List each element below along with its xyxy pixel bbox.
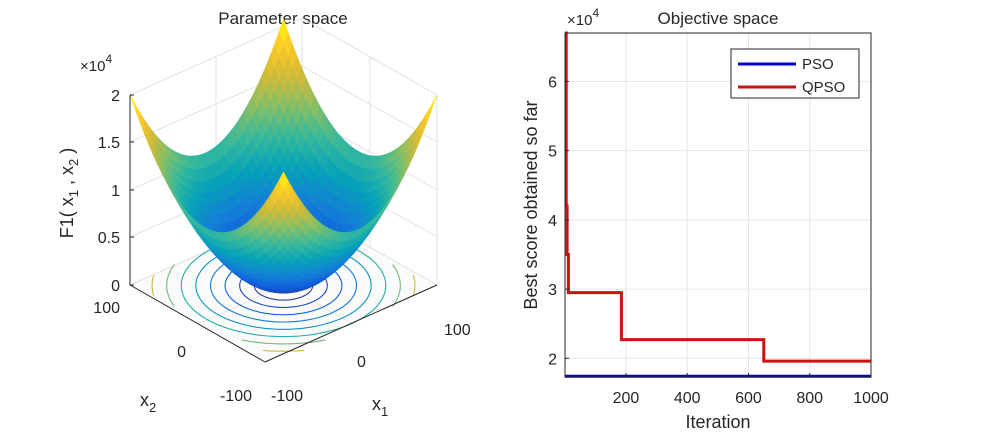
exponent-base: ×10 bbox=[80, 58, 105, 75]
x2-axis-line bbox=[129, 284, 266, 363]
zlabel-sub1: 1 bbox=[66, 190, 81, 197]
zlabel-close: ) bbox=[57, 148, 77, 159]
legend-box bbox=[730, 48, 860, 99]
left-chart-title: Parameter space bbox=[218, 9, 347, 28]
right-chart-title: Objective space bbox=[658, 9, 779, 28]
x-tick-label: 200 bbox=[613, 390, 640, 407]
plot-series bbox=[564, 31, 871, 378]
x-tick-label: 600 bbox=[735, 390, 762, 407]
x-tick-label: 1000 bbox=[853, 390, 889, 407]
x-tick-label: 800 bbox=[796, 390, 823, 407]
zlabel-sub2: 2 bbox=[66, 159, 81, 166]
x2-tick-label: 0 bbox=[177, 344, 186, 361]
y-tick-label: 6 bbox=[548, 74, 557, 91]
plot-frame bbox=[564, 32, 872, 378]
contour-line bbox=[151, 219, 416, 352]
surface-patch bbox=[278, 171, 289, 190]
zlabel-comma: , x bbox=[57, 166, 77, 190]
z-tick-label: 0 bbox=[111, 278, 120, 295]
x2-tick-label: -100 bbox=[220, 388, 252, 405]
z-axis-label: F1( x1 , x2 ) bbox=[57, 148, 81, 239]
left-exponent-label: ×104 bbox=[80, 52, 112, 75]
x1-tick-label: -100 bbox=[271, 388, 303, 405]
surface-patch bbox=[427, 95, 437, 118]
x2-tick-label: 100 bbox=[93, 300, 120, 317]
surface-chart: Parameter space bbox=[57, 9, 471, 419]
x1-tick-label: 0 bbox=[357, 354, 366, 371]
z-tick-label: 2 bbox=[111, 88, 120, 105]
z-tick-label: 1 bbox=[111, 183, 120, 200]
y-tick-label: 2 bbox=[548, 351, 557, 368]
x1-axis-line bbox=[264, 284, 438, 363]
surface-mesh bbox=[130, 18, 437, 294]
z-tick-label: 1.5 bbox=[98, 135, 120, 152]
series-line-qpso bbox=[564, 31, 871, 363]
x1-tick-label: 100 bbox=[444, 322, 471, 339]
y-axis-label: Best score obtained so far bbox=[521, 100, 541, 309]
zlabel-main: F1( x bbox=[57, 197, 77, 238]
exponent-power: 4 bbox=[105, 52, 112, 66]
y-tick-label: 5 bbox=[548, 144, 557, 161]
y-tick-label: 3 bbox=[548, 282, 557, 299]
x-tick-label: 400 bbox=[674, 390, 701, 407]
plot-ticks: 200 400 600 800 1000 2 3 4 5 6 bbox=[548, 74, 889, 407]
surface-patch bbox=[130, 95, 140, 118]
z-tick-label: 0.5 bbox=[98, 230, 120, 247]
contour-line bbox=[166, 226, 401, 345]
legend: PSO QPSO bbox=[730, 48, 860, 99]
legend-label-pso: PSO bbox=[802, 56, 834, 73]
x2-axis-label: x2 bbox=[140, 390, 156, 415]
legend-label-qpso: QPSO bbox=[802, 79, 845, 96]
convergence-chart: Objective space ×104 200 400 600 800 1000 2 3 4… bbox=[521, 6, 889, 432]
y-tick-label: 4 bbox=[548, 213, 557, 230]
x1-axis-label: x1 bbox=[372, 394, 388, 419]
x-axis-label: Iteration bbox=[685, 412, 750, 432]
front-axes bbox=[129, 94, 438, 363]
right-exponent-label: ×104 bbox=[567, 6, 599, 29]
